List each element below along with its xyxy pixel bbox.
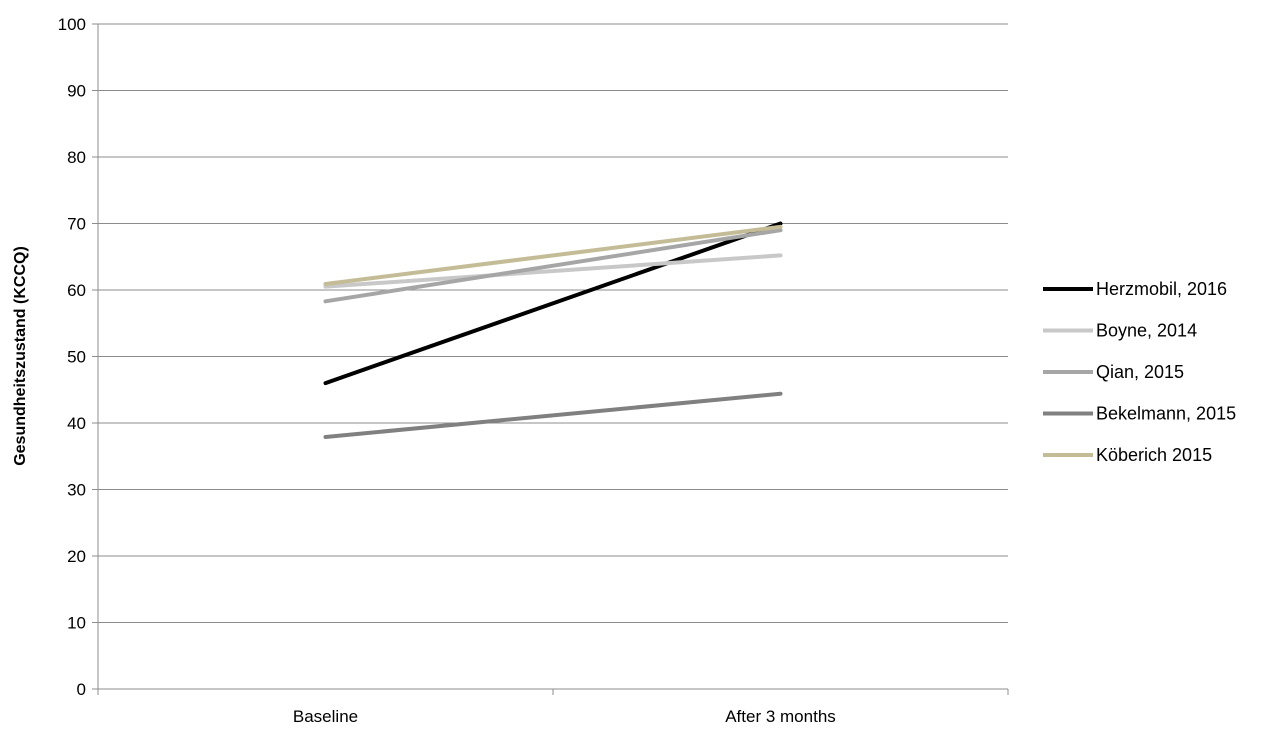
y-tick-label: 70 [67, 215, 86, 234]
y-tick-label: 100 [58, 15, 86, 34]
y-tick-label: 90 [67, 82, 86, 101]
gridlines [98, 23, 1008, 623]
series-line-0 [323, 221, 783, 386]
x-tick-label: Baseline [293, 707, 358, 726]
legend-label: Bekelmann, 2015 [1096, 404, 1236, 424]
y-axis-title: Gesundheitszustand (KCCQ) [12, 246, 29, 466]
series-line-4 [323, 224, 783, 287]
legend-label: Boyne, 2014 [1096, 321, 1197, 341]
y-tick-labels: 0 10 20 30 40 50 60 70 80 90 100 [58, 15, 86, 699]
axes [92, 23, 1009, 695]
y-tick-label: 20 [67, 547, 86, 566]
series-line-3 [323, 391, 783, 439]
x-tick-labels: Baseline After 3 months [293, 707, 836, 726]
y-tick-label: 40 [67, 414, 86, 433]
series-line-1 [323, 253, 783, 289]
legend: Herzmobil, 2016 Boyne, 2014 Qian, 2015 Beke… [1043, 279, 1236, 465]
series-lines [323, 221, 783, 439]
series-line-2 [323, 228, 783, 304]
y-tick-label: 30 [67, 481, 86, 500]
legend-label: Köberich 2015 [1096, 445, 1212, 465]
x-tick-label: After 3 months [725, 707, 836, 726]
legend-label: Qian, 2015 [1096, 362, 1184, 382]
y-tick-label: 0 [77, 680, 86, 699]
y-tick-label: 10 [67, 614, 86, 633]
legend-label: Herzmobil, 2016 [1096, 279, 1227, 299]
y-tick-label: 60 [67, 281, 86, 300]
y-tick-label: 80 [67, 148, 86, 167]
y-tick-label: 50 [67, 348, 86, 367]
